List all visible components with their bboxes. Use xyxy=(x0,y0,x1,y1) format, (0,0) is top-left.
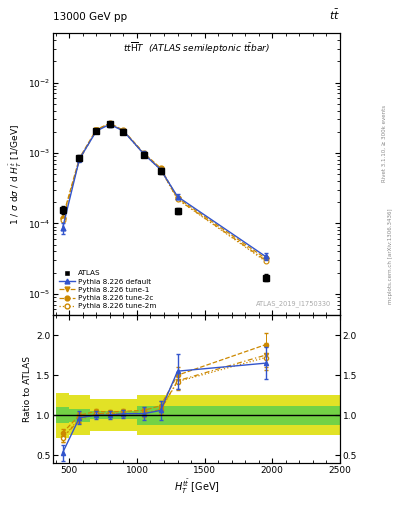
Legend: ATLAS, Pythia 8.226 default, Pythia 8.226 tune-1, Pythia 8.226 tune-2c, Pythia 8: ATLAS, Pythia 8.226 default, Pythia 8.22… xyxy=(57,268,158,311)
X-axis label: $H_T^{t\bar{t}}$ [GeV]: $H_T^{t\bar{t}}$ [GeV] xyxy=(174,478,219,496)
Y-axis label: 1 / $\sigma$ d$\sigma$ / d $H_T^{\bar{t}}$ [1/GeV]: 1 / $\sigma$ d$\sigma$ / d $H_T^{\bar{t}… xyxy=(7,123,24,225)
Text: $t\bar{t}$: $t\bar{t}$ xyxy=(329,7,340,22)
Y-axis label: Ratio to ATLAS: Ratio to ATLAS xyxy=(23,356,32,422)
Text: mcplots.cern.ch [arXiv:1306.3436]: mcplots.cern.ch [arXiv:1306.3436] xyxy=(388,208,393,304)
Text: ATLAS_2019_I1750330: ATLAS_2019_I1750330 xyxy=(256,300,331,307)
Text: 13000 GeV pp: 13000 GeV pp xyxy=(53,11,127,22)
Text: Rivet 3.1.10, ≥ 300k events: Rivet 3.1.10, ≥ 300k events xyxy=(382,105,387,182)
Text: tt$\overline{\rm H}$T  (ATLAS semileptonic t$\bar{t}$bar): tt$\overline{\rm H}$T (ATLAS semileptoni… xyxy=(123,40,270,56)
